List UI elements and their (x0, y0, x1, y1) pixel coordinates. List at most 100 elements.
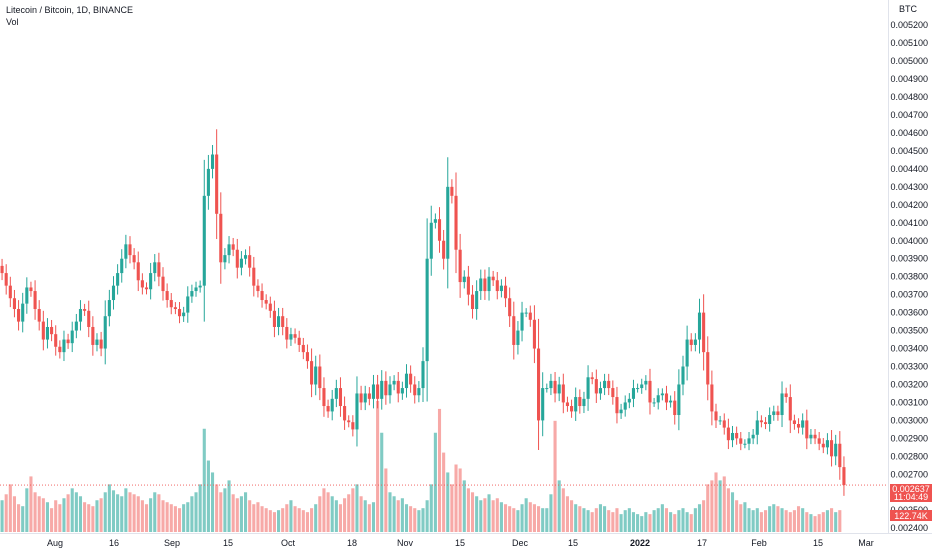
volume-label[interactable]: Vol (6, 17, 19, 27)
last-price-value: 0.002637 (892, 484, 930, 494)
candle (107, 289, 111, 327)
candle-body (739, 438, 743, 444)
volume-bar (561, 488, 565, 532)
candle (103, 300, 107, 365)
volume-bar (615, 508, 619, 532)
volume-bar (103, 492, 107, 532)
volume-bar (520, 504, 524, 532)
candle-body (433, 219, 437, 223)
volume-bar (631, 512, 636, 532)
volume-bar (367, 504, 371, 532)
candle (91, 316, 95, 356)
candle-body (487, 276, 491, 292)
candle-body (821, 443, 825, 448)
candle-body (41, 321, 45, 340)
candle (578, 389, 582, 414)
volume-bar (508, 506, 512, 532)
candle-body (244, 255, 248, 259)
candle-body (149, 273, 153, 290)
candle-body (627, 398, 631, 403)
volume-bar (821, 512, 825, 532)
candle-body (351, 422, 355, 430)
volume-bar (120, 496, 124, 532)
candle (268, 296, 272, 318)
candle (516, 321, 520, 355)
volume-bar (272, 512, 276, 532)
candle-body (512, 316, 516, 345)
candle-body (697, 312, 702, 340)
candle-body (177, 309, 182, 317)
candle-body (268, 303, 272, 311)
candle-body (586, 377, 590, 399)
candle (305, 344, 309, 369)
candle (363, 385, 367, 411)
candle-body (17, 309, 21, 322)
candle-body (561, 384, 565, 403)
candle-body (54, 334, 58, 347)
candle (615, 386, 619, 424)
candle (454, 172, 458, 274)
candle (409, 365, 413, 393)
volume-bar (796, 506, 801, 532)
volume-bar (252, 504, 256, 532)
candle (512, 301, 516, 360)
candle-body (347, 420, 351, 423)
candle-body (520, 312, 524, 331)
volume-bar (206, 460, 210, 532)
candle (310, 348, 314, 398)
candle (681, 355, 685, 396)
candle (689, 333, 693, 352)
candle (37, 300, 41, 331)
candle (384, 371, 388, 405)
candle (74, 313, 78, 339)
volume-bar (376, 400, 380, 532)
candle-body (289, 334, 293, 340)
candle (99, 331, 103, 357)
volume-bar (565, 496, 569, 532)
candle (813, 429, 817, 445)
countdown-value: 11:04:49 (894, 492, 928, 502)
candle (470, 285, 475, 319)
candle (825, 433, 829, 455)
volume-bar (231, 494, 235, 532)
candle-body (186, 296, 190, 313)
volume-bar (755, 508, 759, 532)
volume-bar (371, 502, 376, 532)
candle (508, 287, 512, 327)
candle (660, 388, 664, 401)
candle-body (631, 388, 636, 399)
candle (157, 252, 161, 287)
time-tick-label: 18 (347, 538, 357, 548)
candle-body (421, 361, 425, 389)
candle (0, 258, 4, 281)
candle (252, 256, 256, 297)
volume-bar (611, 512, 615, 532)
candle-body (644, 380, 648, 385)
volume-bar (479, 500, 483, 532)
candle (297, 330, 301, 352)
candle (376, 374, 380, 409)
candle-body (776, 411, 780, 416)
candle-body (454, 195, 458, 250)
candle-body (182, 312, 186, 317)
candle-body (648, 380, 652, 403)
price-tick-label: 0.004800 (890, 92, 928, 102)
volume-bar (330, 496, 334, 532)
candle-body (330, 398, 334, 412)
volume-bar (297, 508, 301, 532)
symbol-title[interactable]: Litecoin / Bitcoin, 1D, BINANCE (6, 5, 134, 15)
candle (41, 310, 45, 351)
candle-body (578, 397, 582, 407)
volume-bar (87, 504, 91, 532)
volume-bar (491, 500, 495, 532)
candle-body (116, 273, 120, 286)
price-tick-label: 0.003800 (890, 272, 928, 282)
volume-bar (244, 492, 248, 532)
candle-body (173, 307, 177, 310)
candle (371, 374, 376, 409)
price-tick-label: 0.003200 (890, 379, 928, 389)
candle (149, 262, 153, 300)
candlesticks (0, 129, 846, 496)
candle-body (450, 186, 454, 196)
